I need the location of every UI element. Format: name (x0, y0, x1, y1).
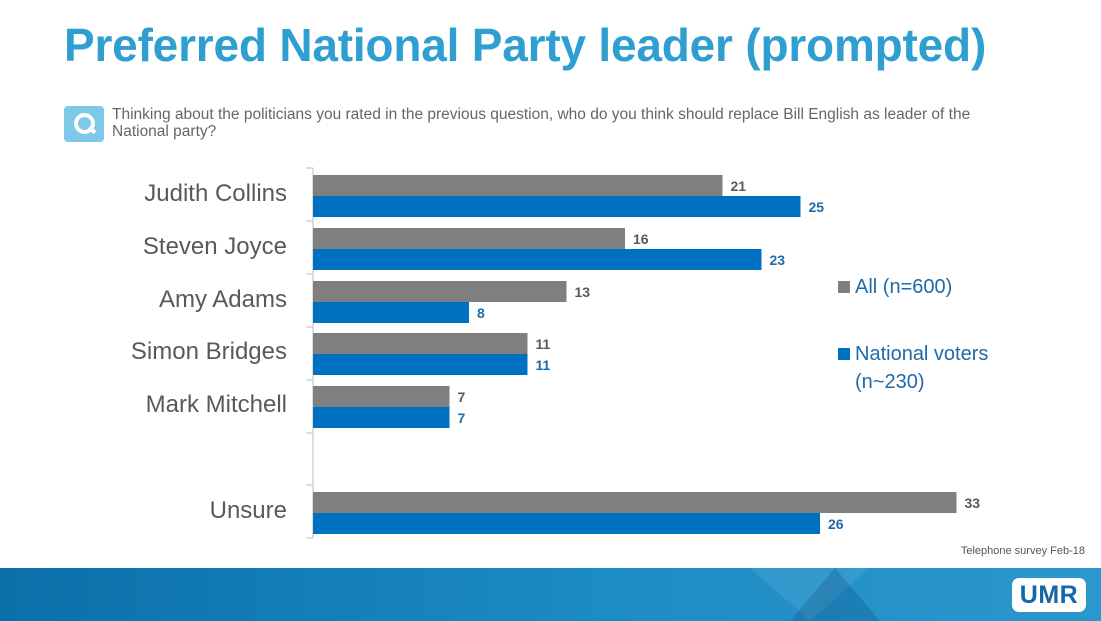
data-label: 33 (965, 495, 981, 511)
bar (313, 333, 528, 354)
data-label: 26 (828, 516, 844, 532)
footnote: Telephone survey Feb-18 (960, 545, 1085, 557)
legend-label: All (n=600) (855, 276, 952, 298)
question-icon-ring (74, 113, 95, 134)
bar-chart: Judith Collins 21 25 Steven Joyce 16 23 Amy Ad… (131, 167, 988, 539)
category-label: Amy Adams (159, 286, 287, 313)
data-label: 13 (575, 284, 591, 300)
bar (313, 302, 469, 323)
category-label: Mark Mitchell (146, 391, 287, 418)
bar (313, 196, 801, 217)
data-label: 8 (477, 305, 485, 321)
survey-question: Thinking about the politicians you rated… (112, 106, 971, 140)
bar (313, 249, 762, 270)
legend-label: National voters (855, 343, 988, 365)
question-icon (64, 106, 104, 142)
footer-decoration (790, 568, 880, 621)
footer-decoration (750, 568, 870, 621)
data-label: 23 (770, 252, 786, 268)
category-label: Simon Bridges (131, 338, 287, 365)
bar (313, 175, 723, 196)
footer-bar (0, 568, 1101, 621)
bar (313, 386, 450, 407)
data-label: 21 (731, 178, 747, 194)
legend-swatch (838, 281, 850, 293)
page-title: Preferred National Party leader (prompte… (64, 19, 987, 71)
category-label: Judith Collins (144, 180, 287, 207)
data-label: 16 (633, 231, 649, 247)
data-label: 25 (809, 199, 825, 215)
legend-swatch (838, 348, 850, 360)
legend-label: (n~230) (855, 371, 925, 393)
umr-logo: UMR (1012, 578, 1086, 612)
bar (313, 513, 820, 534)
category-label: Steven Joyce (143, 233, 287, 260)
bar (313, 354, 528, 375)
data-label: 11 (536, 336, 551, 352)
bar (313, 407, 450, 428)
bar (313, 228, 625, 249)
bar (313, 281, 567, 302)
data-label: 7 (458, 410, 466, 426)
category-label: Unsure (210, 497, 287, 524)
data-label: 11 (536, 357, 551, 373)
bar (313, 492, 957, 513)
data-label: 7 (458, 389, 466, 405)
